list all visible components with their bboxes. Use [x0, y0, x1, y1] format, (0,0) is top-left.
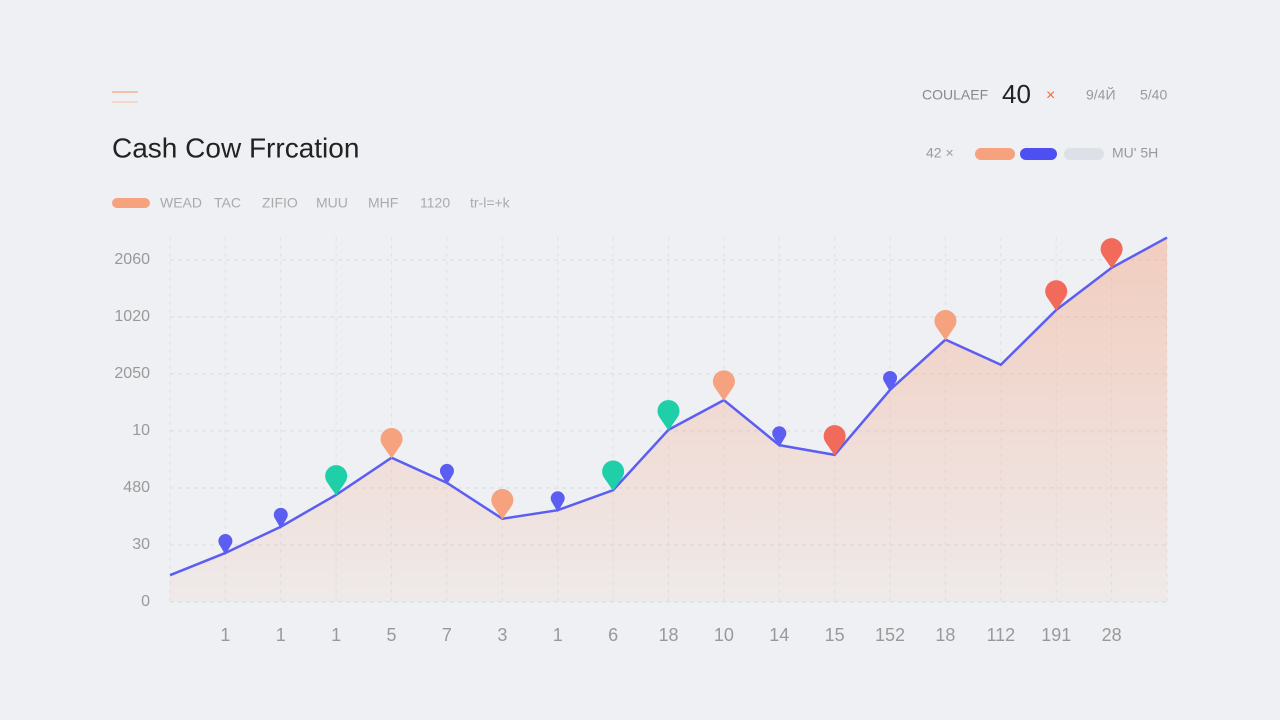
- y-tick-label: 2060: [114, 251, 150, 268]
- y-tick-label: 480: [123, 479, 150, 496]
- legend-pill[interactable]: [1020, 148, 1057, 160]
- filter-label[interactable]: MHF: [368, 195, 398, 211]
- marker: [380, 428, 403, 459]
- x-tick-label: 1: [331, 625, 341, 645]
- marker: [1100, 238, 1123, 269]
- filter-label[interactable]: WEAD: [160, 195, 202, 211]
- marker: [772, 426, 787, 448]
- x-tick-label: 5: [387, 625, 397, 645]
- y-tick-label: 30: [132, 536, 150, 553]
- filter-label[interactable]: ZIFIO: [262, 195, 298, 211]
- y-tick-label: 2050: [114, 365, 150, 382]
- meta-label: 5/40: [1140, 87, 1167, 103]
- meta-label: COULAEF: [922, 87, 988, 103]
- x-tick-label: 18: [935, 625, 955, 645]
- x-tick-label: 18: [658, 625, 678, 645]
- filter-label[interactable]: MUU: [316, 195, 348, 211]
- meta-label: 9/4Й: [1086, 86, 1116, 103]
- chart-title: Cash Cow Frrcation: [112, 132, 359, 163]
- x-tick-label: 1: [220, 625, 230, 645]
- y-tick-label: 0: [141, 593, 150, 610]
- marker: [218, 534, 233, 555]
- y-tick-label: 10: [132, 422, 150, 439]
- filter-label[interactable]: 1120: [420, 195, 450, 211]
- x-tick-label: 15: [825, 625, 845, 645]
- y-tick-label: 1020: [114, 308, 150, 325]
- marker: [439, 463, 454, 485]
- x-tick-label: 191: [1041, 625, 1071, 645]
- filter-label[interactable]: TAC: [214, 195, 241, 211]
- area: [170, 237, 1167, 602]
- x-tick-label: 14: [769, 625, 789, 645]
- marker: [883, 370, 898, 392]
- x-tick-label: 28: [1102, 625, 1122, 645]
- marker: [657, 400, 680, 431]
- marker: [823, 425, 846, 456]
- marker: [550, 491, 565, 513]
- marker: [712, 370, 735, 401]
- marker: [934, 309, 957, 341]
- marker: [325, 465, 348, 496]
- meta-close[interactable]: ×: [1046, 87, 1055, 104]
- marker: [273, 507, 288, 529]
- x-tick-label: 3: [497, 625, 507, 645]
- x-tick-label: 1: [553, 625, 563, 645]
- x-tick-label: 152: [875, 625, 905, 645]
- x-tick-label: 10: [714, 625, 734, 645]
- legend-label: 42 ×: [926, 145, 954, 161]
- legend-pill[interactable]: [1064, 148, 1104, 160]
- filter-pill[interactable]: [112, 198, 150, 208]
- marker: [602, 460, 625, 491]
- meta-value: 40: [1002, 79, 1031, 109]
- x-tick-label: 112: [986, 625, 1015, 645]
- marker: [1045, 280, 1068, 311]
- legend-label: MU' 5H: [1112, 145, 1158, 161]
- legend-pill[interactable]: [975, 148, 1015, 160]
- filter-label[interactable]: tr-l=+k: [470, 195, 511, 211]
- x-tick-label: 7: [442, 625, 452, 645]
- x-tick-label: 1: [276, 625, 286, 645]
- marker: [491, 489, 514, 520]
- x-tick-label: 6: [608, 625, 618, 645]
